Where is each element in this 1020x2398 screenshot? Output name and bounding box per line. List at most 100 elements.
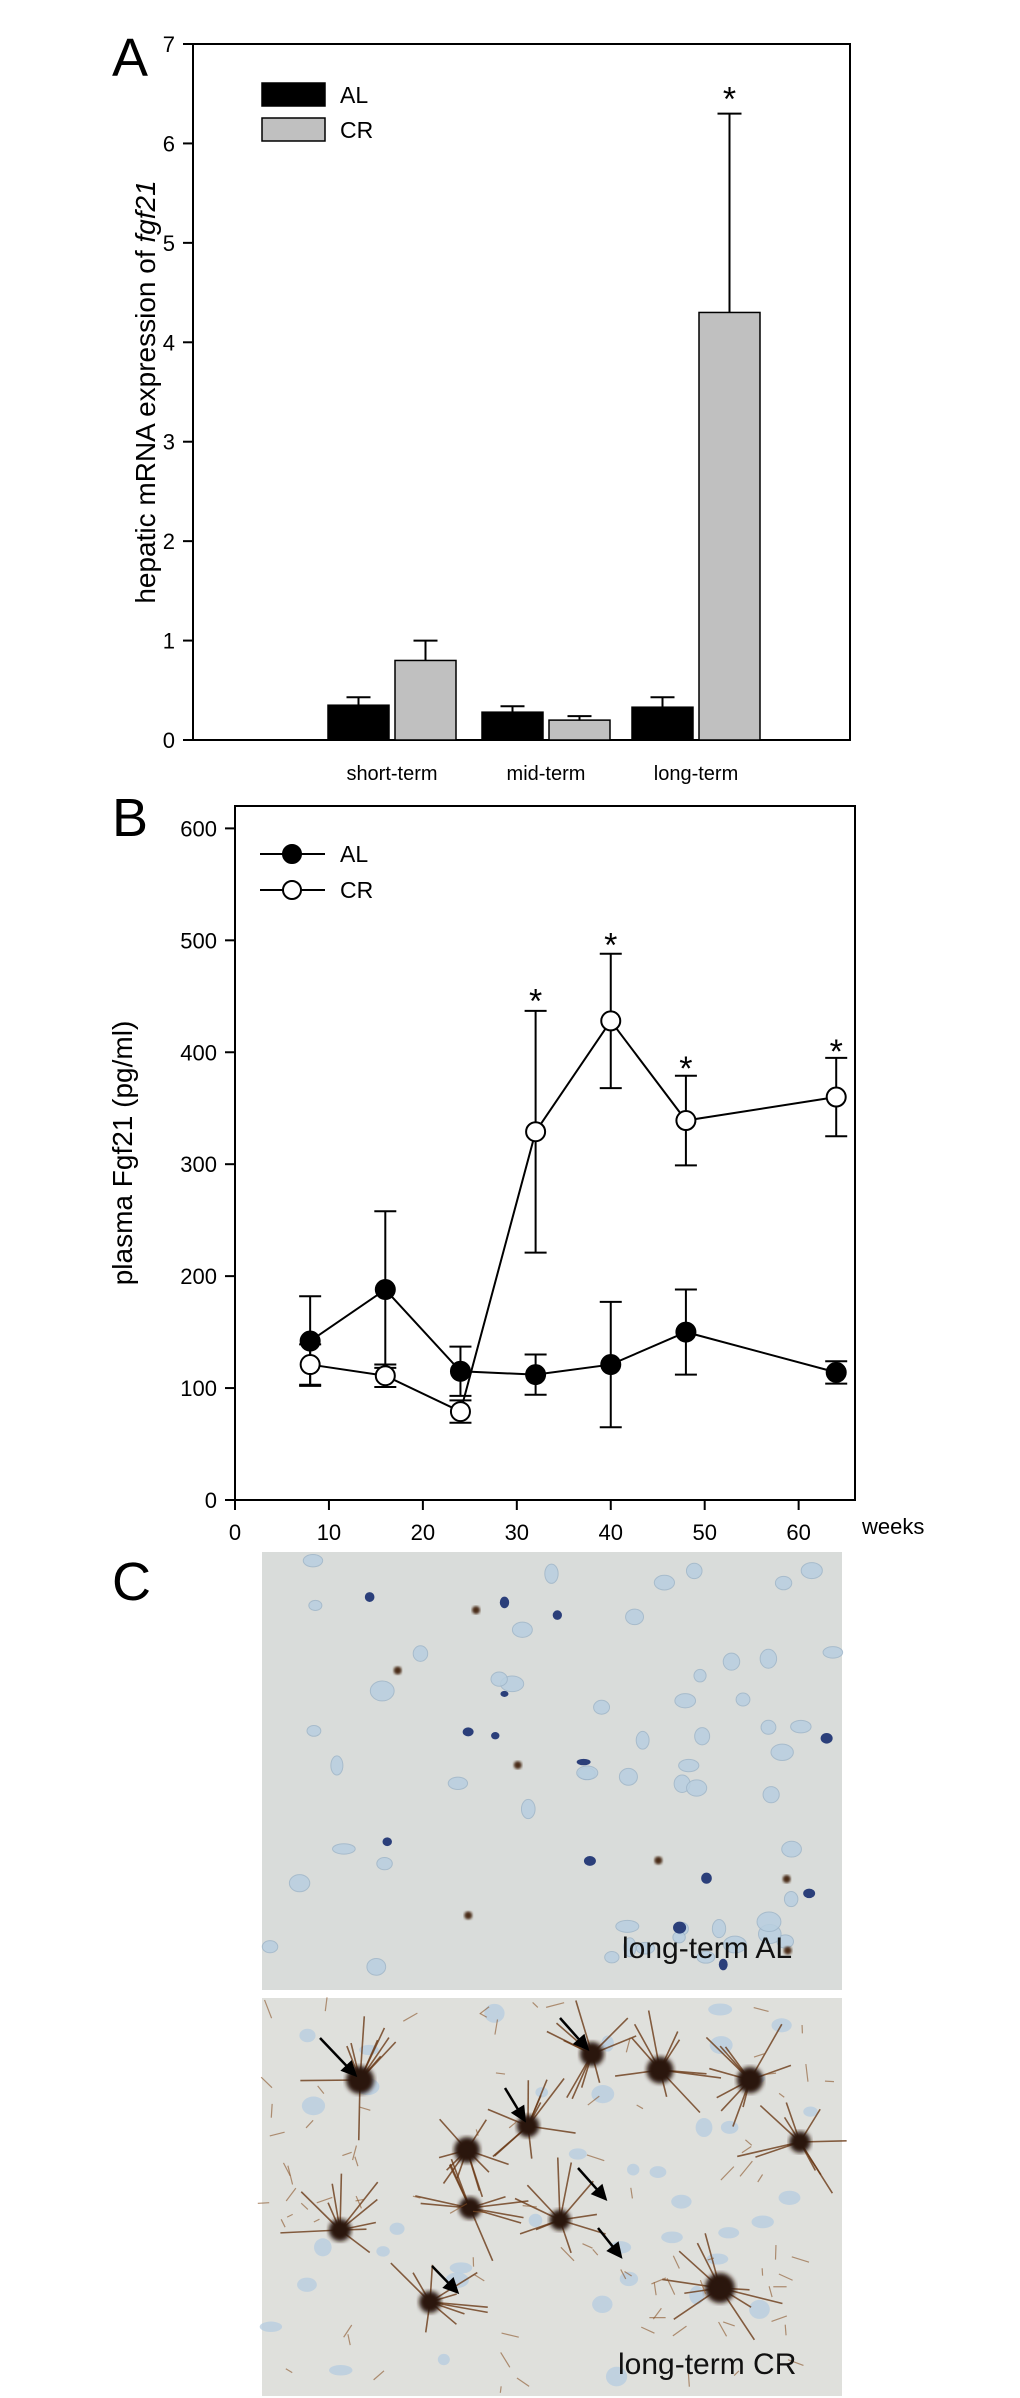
nucleus: [447, 1776, 469, 1790]
nucleus: [330, 1755, 344, 1776]
stain-fibre: [718, 2321, 728, 2337]
nucleus: [720, 2120, 739, 2134]
panel-letter-c: C: [112, 1552, 151, 1612]
dark-nucleus: [491, 1732, 500, 1740]
x-tick-label-b: 10: [317, 1520, 341, 1540]
y-tick-label-a: 7: [163, 32, 175, 57]
nucleus: [781, 1840, 802, 1858]
stain-fibre: [739, 2160, 753, 2177]
stain-fibre: [286, 2213, 293, 2218]
stain-fibre: [494, 2019, 499, 2035]
x-category-label: short-term: [346, 763, 437, 785]
nucleus: [623, 1937, 637, 1958]
stain-fibre: [359, 2106, 371, 2111]
stain-fibre: [722, 2321, 735, 2327]
stain-fibre: [641, 2326, 655, 2334]
stain-fibre: [355, 2195, 362, 2209]
micrograph-panel-c: C long-term AL long-term CR: [112, 1552, 847, 2396]
nucleus: [790, 1719, 812, 1734]
point-al: [600, 1354, 622, 1376]
stain-fibre: [285, 2368, 293, 2374]
stain-fibre: [753, 2006, 769, 2013]
legend-marker-al: [282, 844, 302, 864]
nucleus: [299, 2028, 316, 2043]
significance-star-a: *: [723, 81, 736, 119]
nucleus: [412, 1645, 429, 1662]
micrograph-long-term-cr: long-term CR: [257, 1997, 847, 2396]
legend-b: AL CR: [260, 841, 373, 903]
arrow-head: [606, 2241, 623, 2259]
stain-fibre: [305, 2119, 314, 2129]
stain-fibre: [587, 2095, 600, 2106]
y-tick-label-a: 4: [163, 330, 175, 355]
panel-letter-b: B: [112, 788, 148, 848]
stain-fibre: [343, 2324, 353, 2338]
nucleus: [604, 1951, 620, 1964]
nucleus: [756, 1911, 782, 1933]
nucleus: [288, 1874, 311, 1893]
nucleus: [302, 1554, 324, 1568]
arrow-head: [510, 2104, 526, 2123]
nucleus: [592, 2295, 613, 2313]
nucleus: [649, 2166, 667, 2179]
nucleus: [615, 1919, 640, 1933]
stain-fibre: [412, 2195, 421, 2199]
nucleus: [749, 2299, 770, 2319]
nucleus: [568, 2148, 587, 2160]
legend-label-cr-b: CR: [340, 877, 373, 903]
nucleus: [760, 1719, 777, 1735]
nucleus: [520, 1798, 536, 1820]
x-category-label: long-term: [654, 763, 738, 785]
micrograph-long-term-al: long-term AL: [261, 1552, 844, 1990]
stain-fibre: [625, 2037, 631, 2053]
x-tick-label-b: 40: [599, 1520, 623, 1540]
dark-nucleus: [499, 1596, 510, 1609]
nucleus: [627, 2163, 640, 2176]
stain-fibre: [355, 2198, 364, 2202]
arrow-shaft: [319, 2037, 352, 2071]
stain-fibre: [354, 2156, 359, 2167]
point-al: [449, 1360, 471, 1382]
stain-fibre: [720, 2166, 735, 2181]
nucleus: [695, 2117, 713, 2138]
y-tick-label-a: 0: [163, 728, 175, 753]
series-line-cr: [310, 1019, 837, 1413]
stain-fibre: [347, 2334, 351, 2346]
dark-nucleus: [382, 1837, 392, 1847]
nucleus: [376, 1856, 393, 1871]
nucleus: [369, 1680, 395, 1702]
arrow-head: [572, 2033, 590, 2052]
bar-al-mid-term: [481, 711, 544, 741]
faint-astrocyte: [393, 1666, 402, 1675]
nucleus: [490, 1671, 508, 1687]
astrocyte-body: [789, 2131, 811, 2153]
dark-nucleus: [583, 1856, 596, 1866]
dark-nucleus: [552, 1610, 562, 1620]
stain-fibre: [666, 2277, 676, 2295]
y-tick-label-b: 100: [180, 1376, 217, 1401]
nucleus: [671, 2194, 692, 2209]
nucleus: [751, 2215, 774, 2229]
arrow-head: [340, 2059, 358, 2078]
nucleus: [803, 2106, 818, 2117]
nucleus: [301, 2096, 326, 2116]
nucleus: [653, 1574, 675, 1591]
point-cr: [299, 1354, 321, 1376]
nucleus: [783, 1891, 799, 1908]
point-cr: [600, 1010, 622, 1032]
stain-fibre: [317, 2085, 325, 2095]
point-cr: [449, 1401, 471, 1423]
dark-nucleus: [701, 1872, 712, 1884]
stain-fibre: [313, 2218, 320, 2223]
nucleus: [822, 1646, 844, 1659]
dark-nucleus: [718, 1958, 728, 1971]
nucleus: [389, 2222, 405, 2235]
nucleus: [711, 1918, 727, 1939]
y-tick-label-b: 300: [180, 1152, 217, 1177]
nucleus: [376, 2246, 390, 2257]
stain-fibre: [592, 2249, 599, 2256]
stain-fibre: [263, 1999, 273, 2019]
y-tick-label-a: 5: [163, 231, 175, 256]
stain-fibre: [624, 2270, 632, 2277]
significance-star-b: *: [830, 1033, 843, 1071]
